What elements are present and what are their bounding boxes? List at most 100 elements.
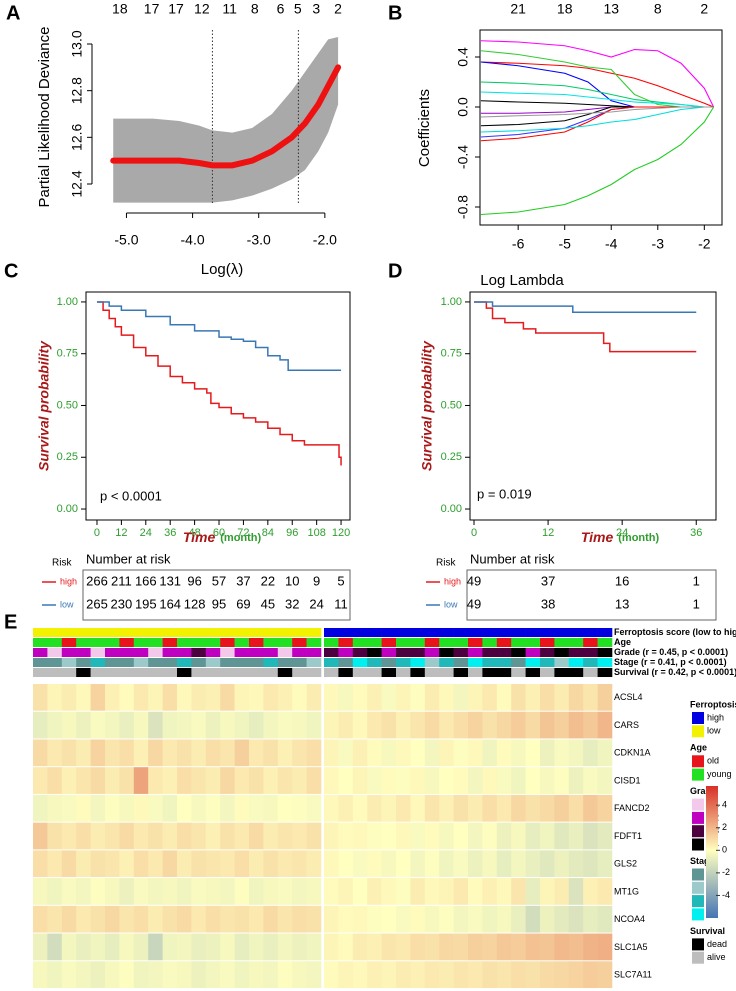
heatmap-cell <box>33 767 48 794</box>
heatmap-cell <box>263 850 279 878</box>
heatmap-cell <box>61 711 77 739</box>
heatmap-cell <box>468 850 483 878</box>
survival-curve <box>474 301 697 314</box>
heatmap-cell <box>249 933 264 961</box>
heatmap-cell <box>367 684 382 711</box>
annotation-cell <box>496 668 512 677</box>
coefficient-path <box>480 50 714 108</box>
annotation-cell <box>177 668 192 677</box>
heatmap-cell <box>162 878 178 905</box>
heatmap-cell <box>119 933 135 961</box>
heatmap-cell <box>381 933 397 961</box>
annotation-cell <box>133 668 149 677</box>
annotation-cell <box>568 658 584 667</box>
heatmap-cell <box>177 711 192 739</box>
heatmap-cell <box>352 905 368 933</box>
annotation-cell <box>263 668 279 677</box>
heatmap-cell <box>338 794 354 822</box>
annotation-cell <box>482 668 498 677</box>
legend-swatch <box>692 725 704 738</box>
heatmap-cell <box>540 711 555 739</box>
heatmap-cell <box>468 794 483 822</box>
heatmap-cell <box>367 739 382 767</box>
heatmap-cell <box>234 739 250 767</box>
annotation-cell <box>324 658 339 667</box>
legend-title: Ferroptosis score <box>690 699 736 709</box>
annotation-cell <box>249 628 264 637</box>
annotation-cell <box>90 668 106 677</box>
heatmap-cell <box>220 684 235 711</box>
annotation-cell <box>468 648 483 657</box>
annotation-cell <box>119 638 135 647</box>
heatmap-cell <box>540 822 555 850</box>
annotation-cell <box>324 638 339 647</box>
annotation-cell <box>220 628 235 637</box>
heatmap-cell <box>352 767 368 794</box>
heatmap-cell <box>90 794 106 822</box>
heatmap-cell <box>306 794 322 822</box>
annotation-cell <box>76 668 91 677</box>
heatmap-cell <box>468 961 483 988</box>
risk-count: 10 <box>285 573 299 588</box>
heatmap-cell <box>277 905 293 933</box>
heatmap-cell <box>511 739 526 767</box>
legend-swatch <box>692 798 704 811</box>
annotation-cell <box>511 658 526 667</box>
legend-swatch <box>692 895 704 908</box>
annotation-cell <box>554 648 570 657</box>
risk-count: 16 <box>615 573 629 588</box>
heatmap-cell <box>119 739 135 767</box>
heatmap-cell <box>410 739 426 767</box>
heatmap-cell <box>162 684 178 711</box>
annotation-cell <box>453 658 469 667</box>
heatmap-cell <box>338 684 354 711</box>
heatmap-cell <box>352 878 368 905</box>
heatmap-cell <box>540 794 555 822</box>
annotation-cell <box>540 658 555 667</box>
annotation-cell <box>496 648 512 657</box>
risk-count: 96 <box>187 573 201 588</box>
heatmap-cell <box>338 711 354 739</box>
heatmap-cell <box>352 794 368 822</box>
heatmap-cell <box>105 739 120 767</box>
coefficient-path <box>480 91 714 108</box>
annotation-cell <box>410 658 426 667</box>
annotation-cell <box>249 668 264 677</box>
annotation-cell <box>249 638 264 647</box>
heatmap-cell <box>90 878 106 905</box>
annotation-cell <box>511 668 526 677</box>
heatmap-cell <box>119 684 135 711</box>
heatmap-cell <box>119 822 135 850</box>
heatmap-cell <box>583 739 598 767</box>
heatmap-cell <box>306 933 322 961</box>
heatmap-cell <box>220 933 235 961</box>
annotation-cell <box>525 658 541 667</box>
annotation-cell <box>306 648 322 657</box>
heatmap-cell <box>76 878 91 905</box>
heatmap-cell <box>525 961 541 988</box>
heatmap-cell <box>277 794 293 822</box>
annotation-cell <box>597 668 613 677</box>
heatmap-cell <box>583 933 598 961</box>
heatmap-cell <box>496 767 512 794</box>
heatmap-cell <box>352 739 368 767</box>
heatmap-cell <box>410 794 426 822</box>
heatmap-cell <box>105 961 120 988</box>
top-tick-label: 13 <box>603 1 619 17</box>
annotation-cell <box>396 668 411 677</box>
track-label: Stage (r = 0.41, p < 0.0001) <box>614 657 727 667</box>
heatmap-cell <box>61 878 77 905</box>
coefficient-path <box>480 40 715 108</box>
annotation-cell <box>482 628 498 637</box>
heatmap-cell <box>205 711 221 739</box>
heatmap-cell <box>162 933 178 961</box>
heatmap-cell <box>424 767 440 794</box>
heatmap-cell <box>424 739 440 767</box>
annotation-cell <box>554 638 570 647</box>
annotation-cell <box>468 658 483 667</box>
heatmap-cell <box>439 961 454 988</box>
annotation-cell <box>105 638 120 647</box>
annotation-cell <box>249 658 264 667</box>
heatmap-cell <box>396 767 411 794</box>
heatmap-cell <box>496 684 512 711</box>
